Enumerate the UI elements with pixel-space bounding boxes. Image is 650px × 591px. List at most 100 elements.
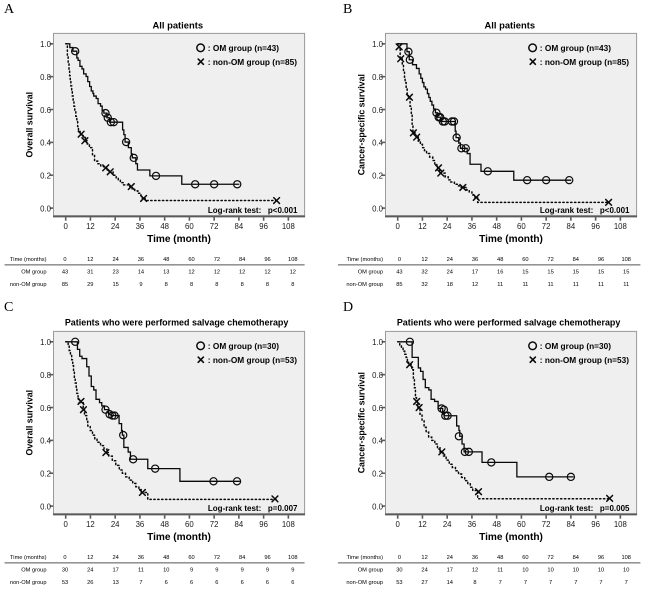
svg-text:12: 12 [86, 520, 95, 529]
svg-text:0: 0 [396, 222, 401, 231]
svg-text:48: 48 [160, 222, 169, 231]
svg-text:72: 72 [214, 257, 220, 263]
svg-text:84: 84 [235, 520, 244, 529]
svg-text:7: 7 [575, 580, 578, 586]
svg-text:0.6: 0.6 [40, 404, 51, 413]
svg-text:96: 96 [264, 555, 270, 561]
svg-text:96: 96 [259, 222, 268, 231]
svg-text:15: 15 [573, 270, 579, 276]
svg-text:10: 10 [548, 568, 554, 574]
svg-text:48: 48 [493, 520, 502, 529]
svg-text:84: 84 [235, 222, 244, 231]
svg-text:Time (months): Time (months) [347, 257, 384, 263]
svg-text:31: 31 [87, 270, 93, 276]
svg-text:96: 96 [259, 520, 268, 529]
svg-text:24: 24 [112, 257, 118, 263]
svg-text:48: 48 [493, 222, 502, 231]
svg-text:12: 12 [422, 555, 428, 561]
svg-text:0: 0 [64, 222, 69, 231]
svg-text:48: 48 [497, 257, 503, 263]
svg-text:84: 84 [573, 555, 579, 561]
svg-text:72: 72 [542, 520, 551, 529]
svg-text:43: 43 [62, 270, 68, 276]
svg-text:0.0: 0.0 [40, 204, 52, 213]
svg-text:30: 30 [62, 568, 68, 574]
svg-text:15: 15 [523, 270, 529, 276]
svg-text:108: 108 [282, 520, 295, 529]
svg-text:108: 108 [614, 520, 627, 529]
svg-text:9: 9 [139, 282, 142, 288]
svg-text:: OM group (n=43): : OM group (n=43) [208, 43, 279, 53]
svg-text:60: 60 [517, 520, 526, 529]
svg-text:11: 11 [498, 282, 504, 288]
svg-text:0: 0 [63, 257, 66, 263]
svg-text:12: 12 [472, 282, 478, 288]
svg-text:9: 9 [190, 568, 193, 574]
svg-text:72: 72 [548, 555, 554, 561]
svg-text:36: 36 [472, 555, 478, 561]
svg-text:8: 8 [190, 282, 193, 288]
svg-text:: non-OM group (n=85): : non-OM group (n=85) [540, 57, 629, 67]
svg-text:26: 26 [87, 580, 93, 586]
svg-text:96: 96 [592, 520, 601, 529]
svg-text:7: 7 [625, 580, 628, 586]
svg-text:11: 11 [138, 568, 144, 574]
svg-text:96: 96 [592, 222, 601, 231]
svg-text:8: 8 [266, 282, 269, 288]
svg-text:72: 72 [542, 222, 551, 231]
svg-text:0: 0 [398, 555, 401, 561]
svg-text:108: 108 [282, 222, 295, 231]
svg-text:48: 48 [160, 520, 169, 529]
svg-text:8: 8 [474, 580, 477, 586]
svg-text:48: 48 [163, 257, 169, 263]
svg-text:10: 10 [598, 568, 604, 574]
svg-text:24: 24 [447, 270, 453, 276]
svg-text:0.6: 0.6 [373, 106, 384, 115]
svg-text:84: 84 [239, 555, 245, 561]
svg-text:7: 7 [524, 580, 527, 586]
svg-text:Log-rank test: p=0.007: Log-rank test: p=0.007 [208, 504, 298, 513]
svg-text:12: 12 [418, 222, 427, 231]
svg-text:OM group: OM group [358, 568, 383, 574]
svg-text:Time (month): Time (month) [147, 234, 211, 245]
svg-text:non-OM group: non-OM group [10, 580, 47, 586]
svg-text:: non-OM group (n=53): : non-OM group (n=53) [208, 355, 297, 365]
svg-text:32: 32 [422, 270, 428, 276]
svg-text:14: 14 [447, 580, 453, 586]
svg-text:13: 13 [163, 270, 169, 276]
svg-text:36: 36 [468, 520, 477, 529]
svg-text:0.2: 0.2 [373, 470, 384, 479]
svg-text:11: 11 [523, 282, 529, 288]
svg-text:0.4: 0.4 [40, 437, 52, 446]
svg-text:108: 108 [288, 555, 298, 561]
svg-text:7: 7 [139, 580, 142, 586]
svg-text:60: 60 [185, 222, 194, 231]
svg-text:All patients: All patients [485, 20, 536, 31]
svg-text:60: 60 [185, 520, 194, 529]
svg-text:48: 48 [497, 555, 503, 561]
svg-text:24: 24 [443, 520, 452, 529]
svg-text:10: 10 [523, 568, 529, 574]
svg-text:60: 60 [188, 555, 194, 561]
svg-text:0.6: 0.6 [373, 404, 384, 413]
svg-text:1.0: 1.0 [40, 40, 52, 49]
svg-text:1.0: 1.0 [373, 338, 385, 347]
svg-text:6: 6 [190, 580, 193, 586]
svg-text:10: 10 [163, 568, 169, 574]
svg-text:108: 108 [622, 257, 632, 263]
svg-text:17: 17 [472, 270, 478, 276]
svg-text:8: 8 [291, 282, 294, 288]
svg-text:12: 12 [87, 555, 93, 561]
svg-text:All patients: All patients [153, 20, 204, 31]
svg-text:0.0: 0.0 [40, 502, 52, 511]
svg-text:0: 0 [398, 257, 401, 263]
svg-text:10: 10 [573, 568, 579, 574]
svg-text:: non-OM group (n=53): : non-OM group (n=53) [540, 355, 629, 365]
svg-text:24: 24 [111, 520, 120, 529]
svg-text:12: 12 [472, 568, 478, 574]
svg-text:: OM group (n=43): : OM group (n=43) [540, 43, 611, 53]
svg-text:7: 7 [600, 580, 603, 586]
svg-text:0: 0 [396, 520, 401, 529]
svg-text:0.8: 0.8 [373, 73, 384, 82]
svg-text:24: 24 [112, 555, 118, 561]
